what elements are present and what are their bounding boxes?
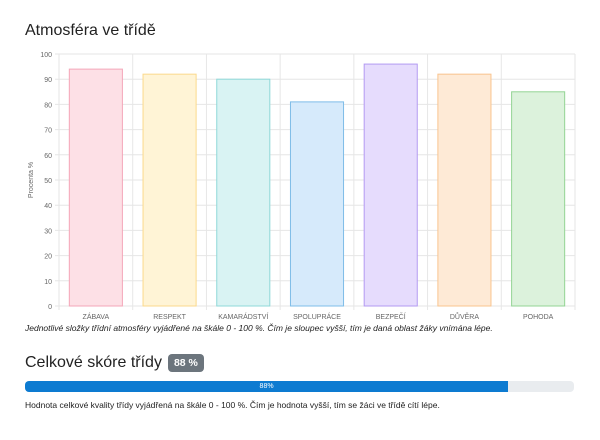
score-progress-label: 88%: [259, 383, 274, 390]
y-tick-label: 40: [44, 203, 52, 210]
x-tick-label: KAMARÁDSTVÍ: [218, 312, 268, 321]
x-tick-label: POHODA: [523, 314, 554, 321]
bar-chart: 0 10 20 30 40 50 60 70 80 90 100 Procenta % ZÁBAVA RE…: [28, 52, 576, 321]
bar-bezpečí: [363, 63, 418, 307]
x-tick-label: ZÁBAVA: [83, 312, 110, 321]
score-header: Celkové skóre třídy 88 %: [25, 354, 204, 372]
y-tick-label: 80: [44, 102, 52, 109]
bar-respekt: [142, 73, 197, 307]
x-tick-label: DŮVĚRA: [450, 312, 480, 321]
y-tick-label: 50: [44, 178, 52, 185]
y-axis-label: Procenta %: [28, 162, 35, 198]
x-tick-label: BEZPEČÍ: [376, 312, 406, 321]
chart-caption: Jednotlivé složky třídní atmosféry vyjád…: [25, 323, 493, 333]
bar-zábava: [68, 68, 123, 307]
y-tick-label: 90: [44, 77, 52, 84]
page-title: Atmosféra ve třídě: [25, 22, 156, 39]
score-title: Celkové skóre třídy: [25, 354, 162, 371]
score-note: Hodnota celkové kvality třídy vyjádřená …: [25, 400, 440, 410]
y-tick-label: 0: [48, 304, 52, 311]
x-tick-label: RESPEKT: [153, 314, 186, 321]
bar-spolupráce: [289, 101, 345, 307]
score-progress-fill: 88%: [25, 381, 509, 392]
bar-pohoda: [511, 91, 566, 307]
x-tick-label: SPOLUPRÁCE: [293, 312, 341, 321]
y-tick-label: 70: [44, 128, 52, 135]
y-tick-label: 10: [44, 279, 52, 286]
score-progress-bar: 88%: [25, 381, 574, 392]
y-tick-label: 30: [44, 228, 52, 235]
y-tick-label: 20: [44, 254, 52, 261]
score-badge: 88 %: [167, 354, 204, 372]
bar-důvěra: [437, 73, 492, 307]
y-tick-label: 60: [44, 153, 52, 160]
bar-kamarádství: [216, 78, 271, 307]
y-tick-label: 100: [40, 52, 52, 59]
